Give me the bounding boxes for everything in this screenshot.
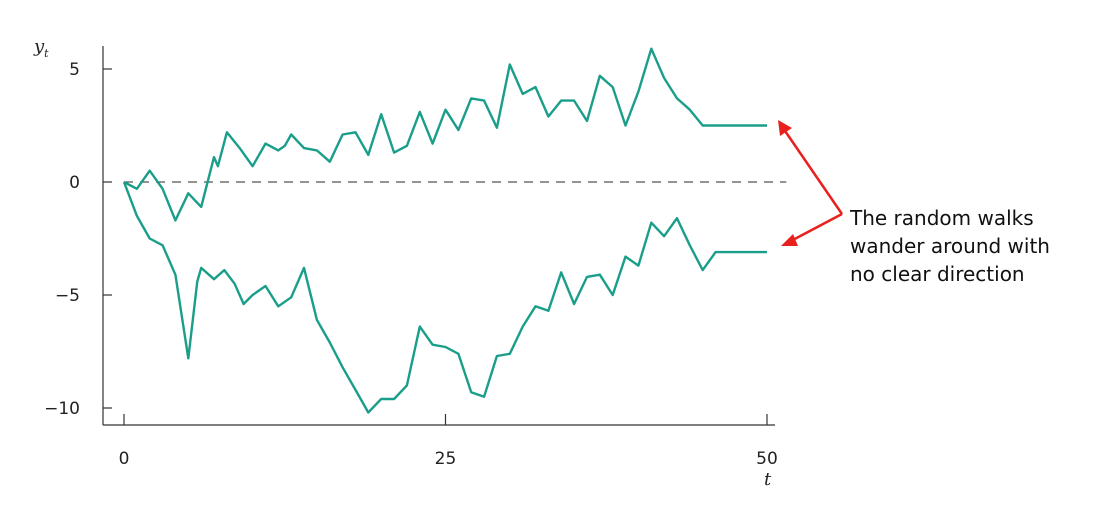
annotation-arrow-upper: [778, 120, 844, 215]
y-axis-title-main: y: [33, 36, 45, 57]
y-tick-label: 0: [69, 173, 80, 193]
annotation-line-1: The random walks: [849, 206, 1034, 230]
annotation: The random walks wander around with no c…: [778, 120, 1050, 286]
annotation-line-2: wander around with: [850, 234, 1050, 258]
x-tick-label: 25: [435, 449, 457, 469]
x-tick-label: 50: [756, 449, 778, 469]
annotation-arrow-lower: [781, 212, 843, 246]
x-axis-title: t: [764, 469, 772, 490]
series-group: [122, 47, 767, 414]
y-tick-label: −5: [55, 286, 80, 306]
annotation-line-3: no clear direction: [850, 262, 1025, 286]
series-line-2: [122, 181, 767, 414]
axes: [102, 46, 775, 426]
y-tick-label: 5: [69, 60, 80, 80]
series-line-1: [123, 47, 767, 222]
y-axis-title-subscript: t: [44, 47, 49, 60]
x-tick-label: 0: [119, 449, 130, 469]
y-axis-title: yt: [33, 36, 49, 60]
y-tick-label: −10: [44, 399, 80, 419]
